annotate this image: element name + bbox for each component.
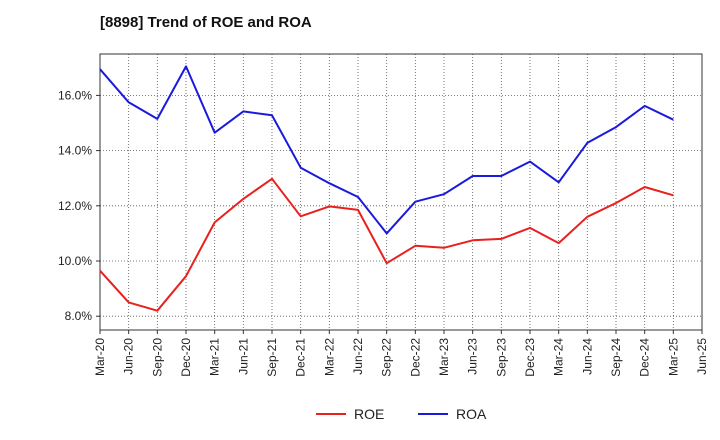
x-tick-label: Dec-21 <box>294 338 308 377</box>
x-tick-label: Dec-22 <box>408 338 422 377</box>
x-tick-label: Jun-23 <box>466 338 480 375</box>
x-tick-label: Dec-23 <box>523 338 537 377</box>
x-tick-label: Dec-24 <box>638 338 652 377</box>
x-tick-label: Sep-21 <box>265 338 279 377</box>
x-tick-label: Jun-21 <box>236 338 250 375</box>
x-tick-label: Sep-20 <box>150 338 164 377</box>
series-line-roe <box>99 177 674 312</box>
y-tick-label: 12.0% <box>58 199 92 213</box>
x-tick-label: Mar-23 <box>437 338 451 376</box>
x-tick-label: Jun-20 <box>122 338 136 375</box>
y-tick-label: 16.0% <box>58 88 92 102</box>
x-tick-label: Sep-23 <box>494 338 508 377</box>
x-tick-label: Jun-22 <box>351 338 365 375</box>
y-tick-label: 10.0% <box>58 254 92 268</box>
x-tick-label: Sep-22 <box>380 338 394 377</box>
x-tick-label: Mar-24 <box>552 338 566 376</box>
x-tick-label: Mar-20 <box>93 338 107 376</box>
x-tick-label: Dec-20 <box>179 338 193 377</box>
x-tick-label: Mar-21 <box>208 338 222 376</box>
y-tick-label: 8.0% <box>65 309 93 323</box>
x-tick-label: Jun-25 <box>695 338 709 375</box>
plot-area-border <box>99 53 703 331</box>
x-tick-label: Jun-24 <box>580 338 594 375</box>
legend-label-roe: ROE <box>354 406 384 422</box>
x-tick-label: Sep-24 <box>609 338 623 377</box>
legend-label-roa: ROA <box>456 406 487 422</box>
x-tick-label: Mar-25 <box>666 338 680 376</box>
x-tick-label: Mar-22 <box>322 338 336 376</box>
series-line-roa <box>99 65 674 235</box>
y-tick-label: 14.0% <box>58 144 92 158</box>
chart-title: [8898] Trend of ROE and ROA <box>100 14 312 31</box>
